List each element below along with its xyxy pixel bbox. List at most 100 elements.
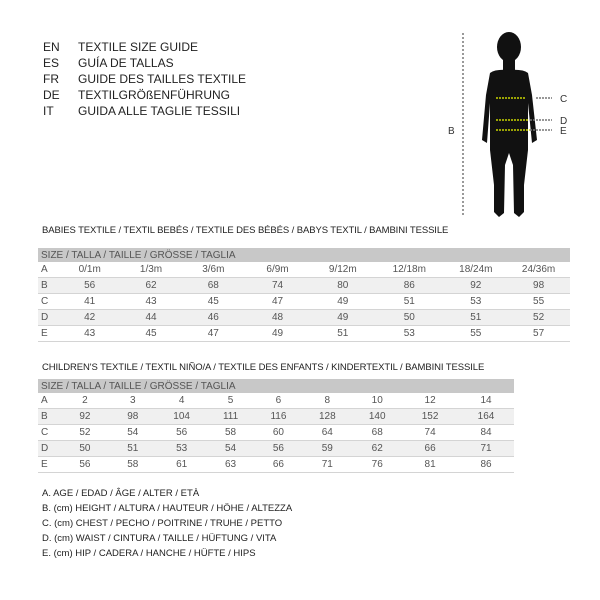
- table-cell: 49: [311, 293, 375, 310]
- table-cell: 46: [183, 309, 244, 326]
- table-cell: 56: [254, 440, 303, 457]
- row-label: B: [38, 408, 61, 425]
- language-code: FR: [43, 72, 59, 86]
- table-cell: 50: [60, 440, 109, 457]
- children-size-table: SIZE / TALLA / TAILLE / GRÖSSE / TAGLIA A…: [38, 379, 514, 473]
- language-line: ES GUÍA DE TALLAS: [43, 56, 174, 70]
- table-cell: 41: [60, 293, 119, 310]
- table-cell: 6: [254, 393, 303, 409]
- table-cell: 50: [374, 309, 445, 326]
- table-cell: 14: [458, 393, 514, 409]
- table-row: C 52 54 56 58 60 64 68 74 84: [38, 424, 514, 441]
- table-cell: 98: [507, 277, 570, 294]
- language-code: IT: [43, 104, 54, 118]
- table-cell: 52: [507, 309, 570, 326]
- table-cell: 63: [206, 456, 255, 473]
- table-cell: 43: [118, 293, 184, 310]
- label-d: D: [560, 116, 567, 127]
- table-cell: 81: [402, 456, 459, 473]
- table-cell: 42: [60, 309, 119, 326]
- table-cell: 66: [254, 456, 303, 473]
- table-cell: 2: [60, 393, 109, 409]
- table-row: C 41 43 45 47 49 51 53 55: [38, 293, 570, 310]
- row-label: A: [38, 393, 61, 409]
- row-label: D: [38, 440, 61, 457]
- row-label: C: [38, 424, 61, 441]
- babies-size-table: SIZE / TALLA / TAILLE / GRÖSSE / TAGLIA A…: [38, 248, 570, 342]
- child-silhouette-figure: B C D E: [440, 25, 590, 230]
- table-cell: 71: [458, 440, 514, 457]
- size-header: SIZE / TALLA / TAILLE / GRÖSSE / TAGLIA: [38, 379, 514, 393]
- table-cell: 53: [444, 293, 508, 310]
- table-cell: 62: [352, 440, 403, 457]
- table-cell: 60: [254, 424, 303, 441]
- table-cell: 47: [183, 325, 244, 342]
- table-cell: 12: [402, 393, 459, 409]
- label-e: E: [560, 126, 567, 137]
- table-cell: 64: [302, 424, 353, 441]
- table-cell: 53: [156, 440, 207, 457]
- table-cell: 49: [311, 309, 375, 326]
- table-cell: 55: [444, 325, 508, 342]
- table-cell: 51: [108, 440, 157, 457]
- table-row: B 56 62 68 74 80 86 92 98: [38, 277, 570, 294]
- language-code: DE: [43, 88, 60, 102]
- table-cell: 0/1m: [60, 262, 119, 278]
- table-cell: 49: [243, 325, 312, 342]
- table-header-row: SIZE / TALLA / TAILLE / GRÖSSE / TAGLIA: [38, 379, 514, 393]
- table-cell: 92: [60, 408, 109, 425]
- table-row: E 56 58 61 63 66 71 76 81 86: [38, 456, 514, 473]
- table-cell: 48: [243, 309, 312, 326]
- language-title: GUIDA ALLE TAGLIE TESSILI: [78, 104, 241, 118]
- row-label: E: [38, 325, 61, 342]
- table-cell: 74: [243, 277, 312, 294]
- table-row: A 0/1m 1/3m 3/6m 6/9m 9/12m 12/18m 18/24m 24/36m: [38, 262, 570, 278]
- language-code: EN: [43, 40, 60, 54]
- table-cell: 66: [402, 440, 459, 457]
- legend-item: C. (cm) CHEST / PECHO / POITRINE / TRUHE…: [42, 518, 283, 529]
- table-cell: 51: [444, 309, 508, 326]
- table-cell: 80: [311, 277, 375, 294]
- table-cell: 92: [444, 277, 508, 294]
- table-row: A 2 3 4 5 6 8 10 12 14: [38, 393, 514, 409]
- table-cell: 43: [60, 325, 119, 342]
- table-cell: 3: [108, 393, 157, 409]
- legend-item: D. (cm) WAIST / CINTURA / TAILLE / HÜFTU…: [42, 533, 277, 544]
- table-cell: 152: [402, 408, 459, 425]
- table-cell: 86: [374, 277, 445, 294]
- table-cell: 84: [458, 424, 514, 441]
- table-row: D 50 51 53 54 56 59 62 66 71: [38, 440, 514, 457]
- table-cell: 128: [302, 408, 353, 425]
- table-cell: 24/36m: [507, 262, 570, 278]
- table-row: B 92 98 104 111 116 128 140 152 164: [38, 408, 514, 425]
- label-b: B: [448, 126, 455, 137]
- language-title: TEXTILGRÖßENFÜHRUNG: [78, 88, 231, 102]
- table-cell: 54: [108, 424, 157, 441]
- table-cell: 76: [352, 456, 403, 473]
- table-cell: 45: [118, 325, 184, 342]
- table-cell: 3/6m: [183, 262, 244, 278]
- table-cell: 68: [352, 424, 403, 441]
- language-title: GUIDE DES TAILLES TEXTILE: [78, 72, 247, 86]
- table-cell: 98: [108, 408, 157, 425]
- table-cell: 59: [302, 440, 353, 457]
- children-title: CHILDREN'S TEXTILE / TEXTIL NIÑO/A / TEX…: [42, 362, 485, 373]
- language-line: DE TEXTILGRÖßENFÜHRUNG: [43, 88, 230, 102]
- table-cell: 51: [374, 293, 445, 310]
- table-cell: 56: [60, 277, 119, 294]
- language-line: IT GUIDA ALLE TAGLIE TESSILI: [43, 104, 240, 118]
- table-cell: 56: [60, 456, 109, 473]
- table-cell: 58: [206, 424, 255, 441]
- silhouette-icon: [482, 32, 537, 217]
- table-row: D 42 44 46 48 49 50 51 52: [38, 309, 570, 326]
- row-label: C: [38, 293, 61, 310]
- table-cell: 45: [183, 293, 244, 310]
- table-cell: 10: [352, 393, 403, 409]
- row-label: E: [38, 456, 61, 473]
- row-label: A: [38, 262, 61, 278]
- language-line: FR GUIDE DES TAILLES TEXTILE: [43, 72, 246, 86]
- table-cell: 53: [374, 325, 445, 342]
- legend-item: E. (cm) HIP / CADERA / HANCHE / HÜFTE / …: [42, 548, 256, 559]
- table-cell: 86: [458, 456, 514, 473]
